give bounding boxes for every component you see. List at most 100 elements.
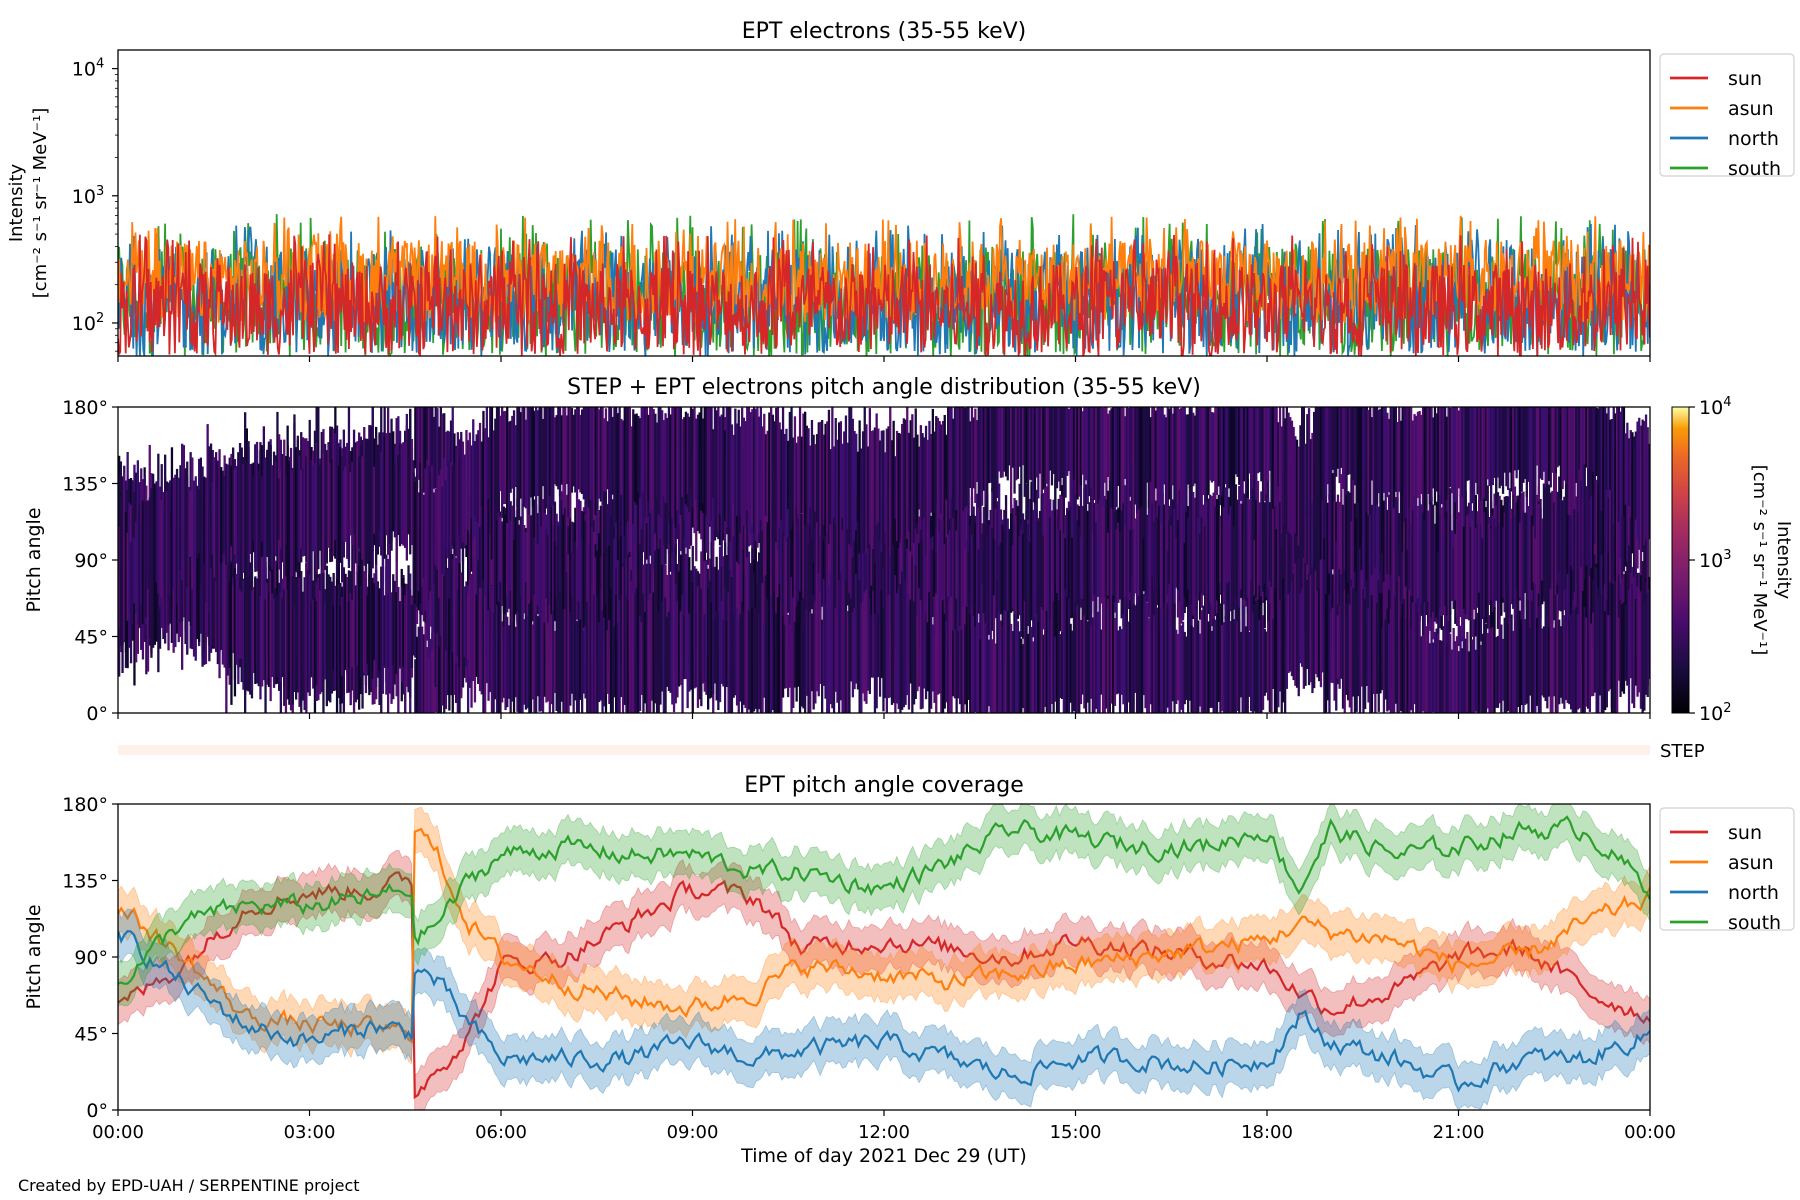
heatmap-cell [1358, 407, 1362, 498]
heatmap-cell [655, 587, 659, 713]
heatmap-cell [1532, 407, 1535, 526]
heatmap-cell [518, 595, 521, 713]
heatmap-cell [543, 622, 546, 697]
heatmap-cell [221, 561, 225, 665]
heatmap-cell [827, 504, 831, 639]
heatmap-cell [552, 610, 555, 713]
heatmap-cell [877, 428, 880, 523]
heatmap-cell [708, 407, 711, 524]
heatmap-cell [1103, 597, 1106, 713]
heatmap-cell [647, 600, 650, 713]
heatmap-cell [628, 407, 631, 552]
heatmap-cell [264, 566, 267, 713]
heatmap-cell [1204, 518, 1207, 585]
heatmap-cell [928, 530, 931, 636]
heatmap-cell [1055, 407, 1059, 489]
heatmap-cell [375, 570, 378, 688]
heatmap-cell [1105, 629, 1108, 709]
heatmap-cell [228, 566, 231, 668]
heatmap-cell [615, 407, 618, 523]
heatmap-cell [581, 409, 584, 494]
heatmap-cell [1153, 407, 1156, 523]
heatmap-cell [587, 407, 591, 508]
heatmap-cell [773, 421, 776, 529]
heatmap-cell [1265, 489, 1268, 598]
heatmap-cell [547, 622, 550, 702]
heatmap-cell [780, 601, 783, 713]
heatmap-cell [1457, 651, 1460, 713]
heatmap-cell [746, 608, 749, 713]
heatmap-cell [1387, 494, 1391, 590]
heatmap-cell [805, 609, 808, 696]
heatmap-cell [392, 574, 395, 665]
heatmap-cell [1357, 576, 1360, 697]
heatmap-cell [943, 543, 946, 652]
heatmap-cell [223, 476, 226, 554]
heatmap-cell [604, 408, 608, 492]
heatmap-cell [327, 444, 330, 548]
heatmap-cell [1501, 638, 1505, 701]
heatmap-cell [715, 410, 718, 519]
heatmap-cell [1176, 407, 1180, 505]
heatmap-cell [955, 407, 958, 511]
heatmap-cell [1258, 620, 1261, 713]
heatmap-cell [385, 567, 388, 695]
heatmap-cell [638, 484, 642, 556]
heatmap-cell [718, 602, 722, 703]
heatmap-cell [1069, 520, 1072, 619]
heatmap-cell [586, 602, 589, 713]
heatmap-cell [790, 577, 793, 713]
heatmap-cell [164, 454, 167, 599]
heatmap-cell [1450, 407, 1454, 494]
x-tick-label: 03:00 [284, 1122, 336, 1143]
heatmap-cell [1590, 407, 1593, 496]
heatmap-cell [1078, 407, 1081, 497]
heatmap-cell [1396, 580, 1399, 713]
heatmap-cell [785, 520, 788, 620]
heatmap-cell [1479, 524, 1483, 642]
heatmap-cell [1147, 407, 1151, 508]
panel3-series [118, 804, 1650, 1110]
heatmap-cell [986, 407, 989, 518]
heatmap-cell [1425, 407, 1428, 517]
heatmap-cell [1215, 499, 1219, 601]
panel2-yticks: 0°45°90°135°180° [62, 397, 118, 725]
heatmap-cell [1030, 485, 1033, 621]
heatmap-cell [1340, 574, 1343, 679]
heatmap-cell [529, 515, 533, 629]
heatmap-cell [133, 537, 136, 604]
heatmap-cell [1362, 407, 1365, 490]
heatmap-cell [220, 467, 223, 564]
heatmap-cell [618, 539, 621, 661]
heatmap-cell [1037, 621, 1040, 713]
heatmap-cell [1185, 414, 1188, 513]
heatmap-cell [1473, 407, 1476, 506]
heatmap-cell [1120, 407, 1123, 511]
heatmap-cell [1192, 627, 1195, 713]
heatmap-cell [1221, 496, 1224, 625]
heatmap-cell [279, 469, 282, 549]
heatmap-cell [1071, 407, 1074, 493]
heatmap-cell [1166, 407, 1169, 551]
heatmap-cell [1052, 499, 1055, 633]
heatmap-cell [1553, 453, 1556, 621]
heatmap-cell [632, 524, 635, 649]
heatmap-cell [1125, 407, 1128, 502]
heatmap-cell [892, 457, 895, 626]
heatmap-cell [237, 561, 240, 685]
heatmap-cell [1146, 407, 1149, 483]
heatmap-cell [421, 626, 424, 713]
heatmap-cell [1069, 407, 1072, 507]
heatmap-cell [186, 461, 189, 588]
heatmap-cell [1236, 499, 1239, 613]
heatmap-cell [975, 541, 979, 622]
heatmap-cell [346, 442, 349, 559]
heatmap-cell [1600, 593, 1603, 713]
heatmap-cell [1083, 407, 1086, 504]
heatmap-cell [768, 412, 771, 538]
heatmap-cell [989, 407, 992, 483]
heatmap-cell [664, 413, 667, 503]
heatmap-cell [1476, 524, 1479, 608]
heatmap-cell [1086, 407, 1089, 504]
